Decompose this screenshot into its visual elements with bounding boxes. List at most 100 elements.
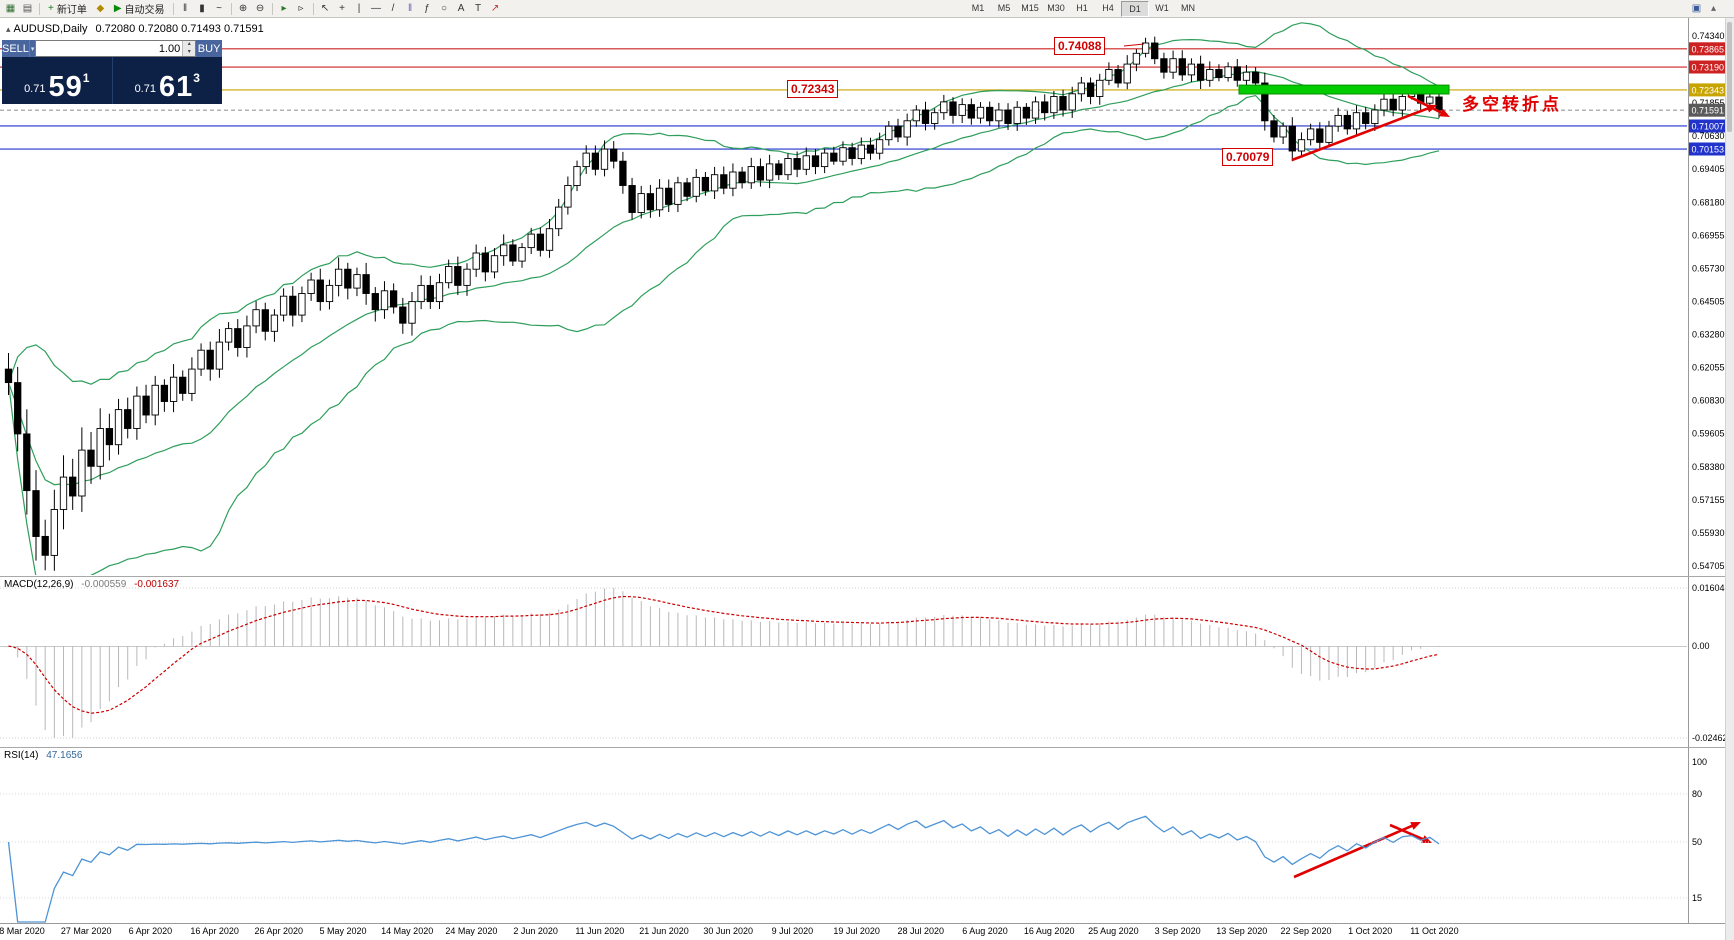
candle-up [50, 509, 58, 556]
vertical-line-icon[interactable]: | [351, 2, 368, 16]
candle-down [1362, 112, 1370, 124]
price-tick-0.57155: 0.57155 [1692, 495, 1725, 505]
candle-up [912, 109, 920, 122]
candlestick-chart-icon[interactable]: ▮ [194, 2, 211, 16]
candle-down [399, 306, 407, 324]
candle-up [1398, 96, 1406, 111]
vertical-line-icon: | [357, 2, 361, 14]
volume-up-icon[interactable]: ▴ [183, 41, 196, 49]
toolbar-icons: ▦ ▤ + 新订单 ◆ ▶ 自动交易 ‖ ▮ ~ ⊕ ⊖ ▸ ▹ ↖ + | — / ‖ ƒ ○ A T ↗ [2, 1, 504, 16]
candle-up [380, 290, 389, 311]
pivot-zone-rect[interactable] [1238, 84, 1450, 95]
candle-down [206, 349, 214, 370]
trade-dropdown-icon[interactable]: ▾ [28, 40, 36, 57]
bars-chart-icon: ‖ [182, 2, 188, 14]
text-label-icon[interactable]: T [470, 2, 487, 16]
date-label-20: 13 Sep 2020 [1216, 926, 1267, 936]
candle-down [811, 155, 820, 168]
price-label-low[interactable]: 0.70079 [1222, 148, 1274, 166]
crosshair-icon[interactable]: + [334, 2, 351, 16]
scrollbar-thumb[interactable] [1727, 22, 1732, 132]
date-label-15: 28 Jul 2020 [898, 926, 945, 936]
pivot-text-label[interactable]: 多空转折点 [1462, 95, 1562, 114]
text-icon[interactable]: A [453, 2, 470, 16]
new-order-button[interactable]: + 新订单 [43, 2, 92, 17]
price-label-high[interactable]: 0.74088 [1054, 37, 1106, 55]
date-label-9: 2 Jun 2020 [513, 926, 558, 936]
candle-up [1169, 58, 1177, 73]
price-badge-0.72343: 0.72343 [1692, 85, 1725, 95]
candle-down [1022, 106, 1031, 119]
zoom-in-icon: ⊕ [238, 2, 248, 14]
price-tick-0.55930: 0.55930 [1692, 528, 1725, 538]
metaeditor-icon[interactable]: ◆ [92, 2, 109, 16]
vertical-scrollbar[interactable] [1725, 17, 1734, 940]
main-toolbar: ▦ ▤ + 新订单 ◆ ▶ 自动交易 ‖ ▮ ~ ⊕ ⊖ ▸ ▹ ↖ + | — / ‖ ƒ ○ A T ↗ M1 M5 M15 M3… [0, 0, 1734, 18]
profiles-icon[interactable]: ▤ [19, 2, 36, 16]
rsi-axis-50: 50 [1692, 837, 1702, 847]
candle-down [481, 252, 489, 273]
one-click-toggle-icon[interactable]: ▴ [6, 24, 11, 34]
chart-shift-icon[interactable]: ▹ [293, 2, 310, 16]
trendline-icon[interactable]: / [385, 2, 402, 16]
cursor-icon[interactable]: ↖ [317, 2, 334, 16]
scroll-top-icon[interactable]: ▴ [1710, 2, 1717, 14]
timeframe-h1[interactable]: H1 [1076, 3, 1088, 13]
timeframe-h4[interactable]: H4 [1102, 3, 1114, 13]
arrow-object-icon[interactable]: ↗ [487, 2, 504, 16]
volume-down-icon[interactable]: ▾ [183, 48, 196, 56]
candle-down [362, 274, 370, 294]
ask-price-prefix: 0.71 [134, 83, 156, 95]
fibonacci-icon: ƒ [424, 2, 430, 14]
candle-down [967, 104, 975, 119]
candle-down [986, 106, 994, 122]
timeframe-m30[interactable]: M30 [1047, 3, 1065, 13]
candle-up [1297, 139, 1306, 152]
autotrade-button[interactable]: ▶ 自动交易 [109, 2, 170, 17]
line-chart-icon[interactable]: ~ [211, 2, 228, 16]
zoom-in-icon[interactable]: ⊕ [235, 2, 252, 16]
candle-up [747, 166, 755, 184]
shapes-icon[interactable]: ○ [436, 2, 453, 16]
candle-down [775, 163, 783, 176]
fibonacci-icon[interactable]: ƒ [419, 2, 436, 16]
trend-up-arrow[interactable] [1291, 105, 1434, 162]
ask-price-button[interactable]: 0.71 61 3 [111, 57, 223, 104]
volume-input[interactable] [36, 41, 183, 56]
autotrade-button-icon: ▶ [113, 2, 122, 14]
candle-up [564, 185, 572, 208]
candle-down [69, 476, 77, 497]
equidistant-channel-icon[interactable]: ‖ [402, 2, 419, 16]
candle-up [839, 147, 847, 162]
candle-up [1426, 96, 1434, 104]
timeframe-m1[interactable]: M1 [971, 3, 985, 13]
candle-up [472, 252, 480, 270]
new-chart-icon: ▦ [5, 2, 16, 14]
reversal-down-arrow[interactable] [1407, 94, 1447, 117]
rsi-down-arrow[interactable] [1389, 823, 1429, 843]
candle-up [940, 101, 948, 114]
candle-down [105, 428, 114, 446]
bid-price-prefix: 0.71 [24, 83, 46, 95]
price-label-mid[interactable]: 0.72343 [787, 80, 839, 98]
zoom-out-icon[interactable]: ⊖ [252, 2, 269, 16]
timeframe-m15[interactable]: M15 [1021, 3, 1039, 13]
bid-price-button[interactable]: 0.71 59 1 [2, 57, 112, 104]
timeframe-w1[interactable]: W1 [1155, 3, 1169, 13]
candle-up [325, 284, 334, 303]
sell-button[interactable]: SELL [2, 40, 29, 57]
buy-button[interactable]: BUY [196, 40, 222, 57]
chart-window-icon[interactable]: ▣ [1691, 2, 1702, 14]
candle-up [637, 193, 645, 213]
timeframe-d1[interactable]: D1 [1121, 1, 1149, 17]
new-chart-icon[interactable]: ▦ [2, 2, 19, 16]
horizontal-line-icon[interactable]: — [368, 2, 385, 16]
candle-up [445, 266, 453, 284]
candle-down [389, 290, 398, 308]
timeframe-m5[interactable]: M5 [997, 3, 1011, 13]
auto-scroll-icon[interactable]: ▸ [276, 2, 293, 16]
rsi-up-arrow[interactable] [1293, 822, 1418, 879]
bars-chart-icon[interactable]: ‖ [177, 2, 194, 16]
timeframe-mn[interactable]: MN [1181, 3, 1195, 13]
